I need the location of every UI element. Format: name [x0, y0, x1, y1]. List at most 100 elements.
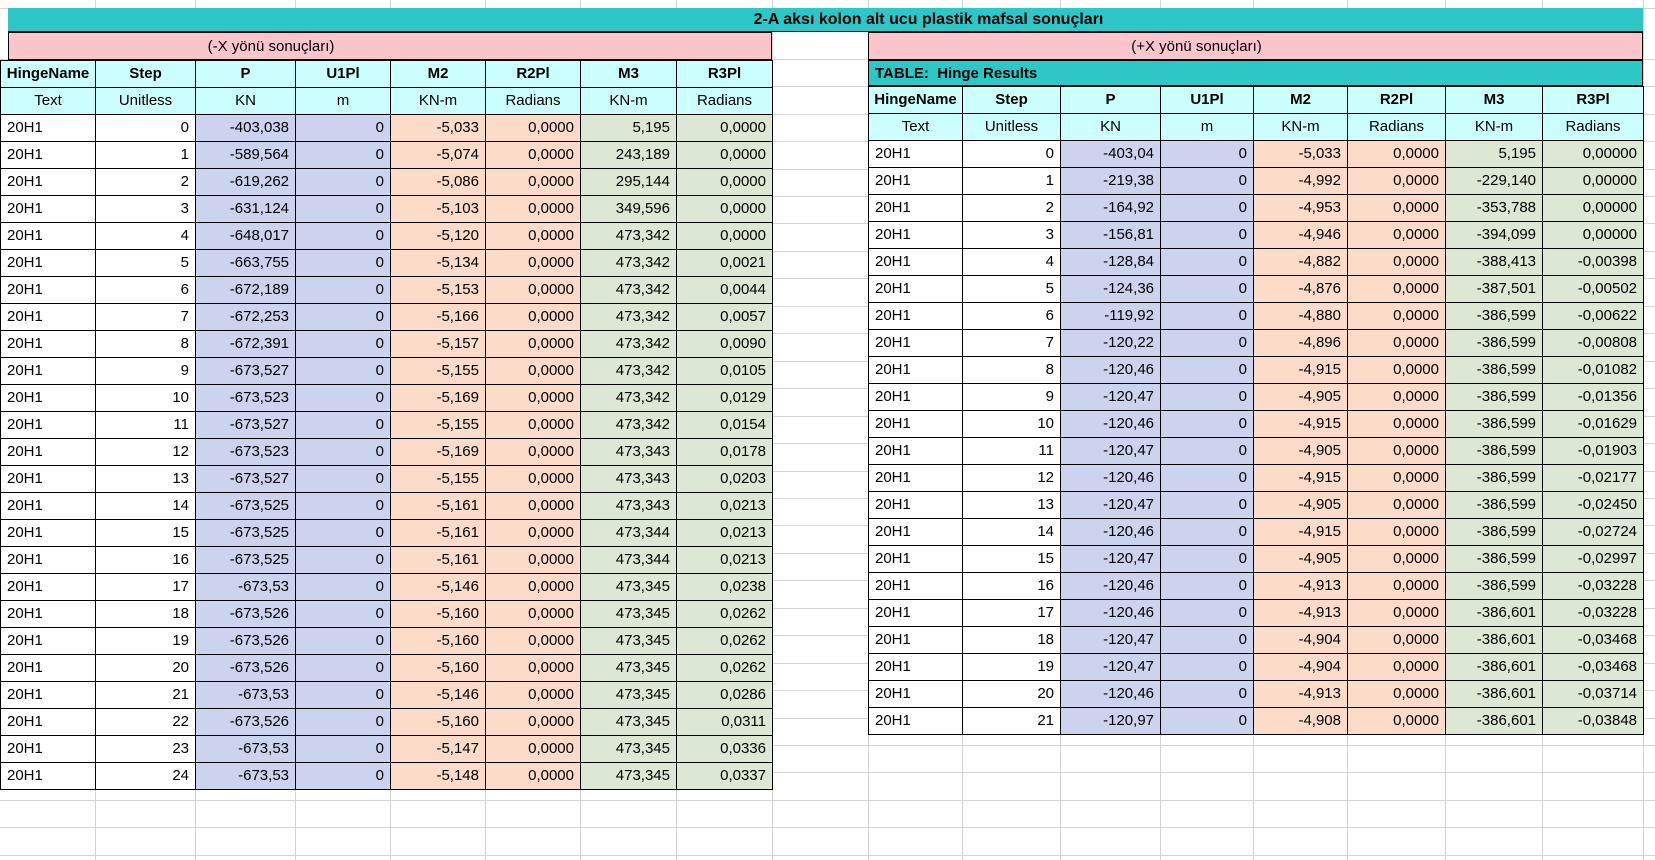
cell-m3[interactable]: -394,099: [1445, 221, 1543, 249]
cell-hingename[interactable]: 20H1: [0, 168, 96, 196]
column-header-r3pl[interactable]: R3Pl: [676, 60, 773, 88]
cell-u1pl[interactable]: 0: [295, 411, 391, 439]
cell-m3[interactable]: -386,601: [1445, 653, 1543, 681]
cell-r2pl[interactable]: 0,0000: [485, 222, 581, 250]
cell-m2[interactable]: -5,148: [390, 762, 486, 790]
cell-step[interactable]: 18: [962, 626, 1061, 654]
cell-r2pl[interactable]: 0,0000: [485, 249, 581, 277]
cell-u1pl[interactable]: 0: [1160, 626, 1254, 654]
cell-r3pl[interactable]: 0,0262: [676, 627, 773, 655]
cell-r3pl[interactable]: -0,02997: [1542, 545, 1644, 573]
cell-m2[interactable]: -4,915: [1253, 410, 1348, 438]
cell-m2[interactable]: -4,905: [1253, 383, 1348, 411]
cell-m3[interactable]: -386,601: [1445, 680, 1543, 708]
cell-r3pl[interactable]: 0,0129: [676, 384, 773, 412]
cell-r2pl[interactable]: 0,0000: [485, 357, 581, 385]
cell-u1pl[interactable]: 0: [295, 735, 391, 763]
cell-m3[interactable]: 473,344: [580, 519, 677, 547]
cell-u1pl[interactable]: 0: [295, 168, 391, 196]
cell-m3[interactable]: -386,601: [1445, 626, 1543, 654]
cell-m2[interactable]: -5,161: [390, 492, 486, 520]
cell-step[interactable]: 19: [962, 653, 1061, 681]
cell-m3[interactable]: 5,195: [580, 114, 677, 142]
cell-r2pl[interactable]: 0,0000: [485, 330, 581, 358]
cell-r2pl[interactable]: 0,0000: [485, 519, 581, 547]
cell-r2pl[interactable]: 0,0000: [1347, 518, 1446, 546]
cell-hingename[interactable]: 20H1: [0, 141, 96, 169]
cell-r2pl[interactable]: 0,0000: [485, 735, 581, 763]
cell-u1pl[interactable]: 0: [1160, 329, 1254, 357]
column-header-u1pl[interactable]: U1Pl: [295, 60, 391, 88]
cell-m3[interactable]: 473,345: [580, 762, 677, 790]
cell-u1pl[interactable]: 0: [295, 492, 391, 520]
cell-m3[interactable]: 473,344: [580, 546, 677, 574]
hinge-results-table-label[interactable]: TABLE: Hinge Results: [868, 60, 1643, 86]
cell-r3pl[interactable]: -0,03228: [1542, 572, 1644, 600]
cell-m3[interactable]: 243,189: [580, 141, 677, 169]
cell-r2pl[interactable]: 0,0000: [1347, 167, 1446, 195]
unit-cell[interactable]: m: [295, 87, 391, 115]
cell-hingename[interactable]: 20H1: [868, 167, 963, 195]
cell-r2pl[interactable]: 0,0000: [485, 438, 581, 466]
cell-p[interactable]: -673,526: [195, 654, 296, 682]
cell-step[interactable]: 16: [962, 572, 1061, 600]
cell-p[interactable]: -403,038: [195, 114, 296, 142]
cell-m3[interactable]: 473,345: [580, 654, 677, 682]
cell-step[interactable]: 1: [962, 167, 1061, 195]
cell-r2pl[interactable]: 0,0000: [1347, 599, 1446, 627]
cell-r2pl[interactable]: 0,0000: [485, 654, 581, 682]
cell-r3pl[interactable]: 0,0336: [676, 735, 773, 763]
cell-m3[interactable]: -386,599: [1445, 545, 1543, 573]
cell-hingename[interactable]: 20H1: [868, 626, 963, 654]
column-header-step[interactable]: Step: [95, 60, 196, 88]
cell-r2pl[interactable]: 0,0000: [485, 303, 581, 331]
cell-step[interactable]: 11: [962, 437, 1061, 465]
cell-m3[interactable]: 473,342: [580, 276, 677, 304]
cell-hingename[interactable]: 20H1: [868, 221, 963, 249]
cell-m3[interactable]: -353,788: [1445, 194, 1543, 222]
cell-r2pl[interactable]: 0,0000: [1347, 275, 1446, 303]
cell-step[interactable]: 22: [95, 708, 196, 736]
cell-m3[interactable]: -386,599: [1445, 302, 1543, 330]
cell-r2pl[interactable]: 0,0000: [1347, 383, 1446, 411]
cell-u1pl[interactable]: 0: [1160, 491, 1254, 519]
cell-u1pl[interactable]: 0: [1160, 707, 1254, 735]
cell-r2pl[interactable]: 0,0000: [1347, 140, 1446, 168]
cell-m3[interactable]: 473,345: [580, 627, 677, 655]
cell-hingename[interactable]: 20H1: [868, 194, 963, 222]
cell-hingename[interactable]: 20H1: [868, 383, 963, 411]
cell-step[interactable]: 12: [962, 464, 1061, 492]
cell-u1pl[interactable]: 0: [295, 114, 391, 142]
cell-r2pl[interactable]: 0,0000: [1347, 680, 1446, 708]
cell-m2[interactable]: -4,880: [1253, 302, 1348, 330]
cell-r3pl[interactable]: 0,0105: [676, 357, 773, 385]
cell-m2[interactable]: -5,134: [390, 249, 486, 277]
cell-step[interactable]: 3: [95, 195, 196, 223]
cell-m3[interactable]: 473,342: [580, 249, 677, 277]
cell-m2[interactable]: -4,915: [1253, 356, 1348, 384]
unit-cell[interactable]: KN-m: [390, 87, 486, 115]
cell-hingename[interactable]: 20H1: [0, 600, 96, 628]
column-header-hingename[interactable]: HingeName: [0, 60, 96, 88]
cell-r3pl[interactable]: -0,00398: [1542, 248, 1644, 276]
cell-u1pl[interactable]: 0: [295, 330, 391, 358]
cell-m3[interactable]: -386,599: [1445, 383, 1543, 411]
cell-step[interactable]: 15: [962, 545, 1061, 573]
cell-u1pl[interactable]: 0: [295, 276, 391, 304]
cell-p[interactable]: -164,92: [1060, 194, 1161, 222]
cell-r3pl[interactable]: 0,0311: [676, 708, 773, 736]
cell-r2pl[interactable]: 0,0000: [1347, 464, 1446, 492]
cell-hingename[interactable]: 20H1: [868, 140, 963, 168]
cell-r2pl[interactable]: 0,0000: [485, 708, 581, 736]
unit-cell[interactable]: KN-m: [580, 87, 677, 115]
cell-r2pl[interactable]: 0,0000: [485, 276, 581, 304]
cell-r2pl[interactable]: 0,0000: [485, 573, 581, 601]
cell-m3[interactable]: 473,342: [580, 330, 677, 358]
cell-r3pl[interactable]: -0,01356: [1542, 383, 1644, 411]
cell-hingename[interactable]: 20H1: [0, 492, 96, 520]
cell-m2[interactable]: -4,992: [1253, 167, 1348, 195]
cell-m3[interactable]: -229,140: [1445, 167, 1543, 195]
cell-u1pl[interactable]: 0: [295, 303, 391, 331]
cell-r3pl[interactable]: -0,02177: [1542, 464, 1644, 492]
neg-x-direction-header[interactable]: (-X yönü sonuçları): [8, 32, 772, 60]
